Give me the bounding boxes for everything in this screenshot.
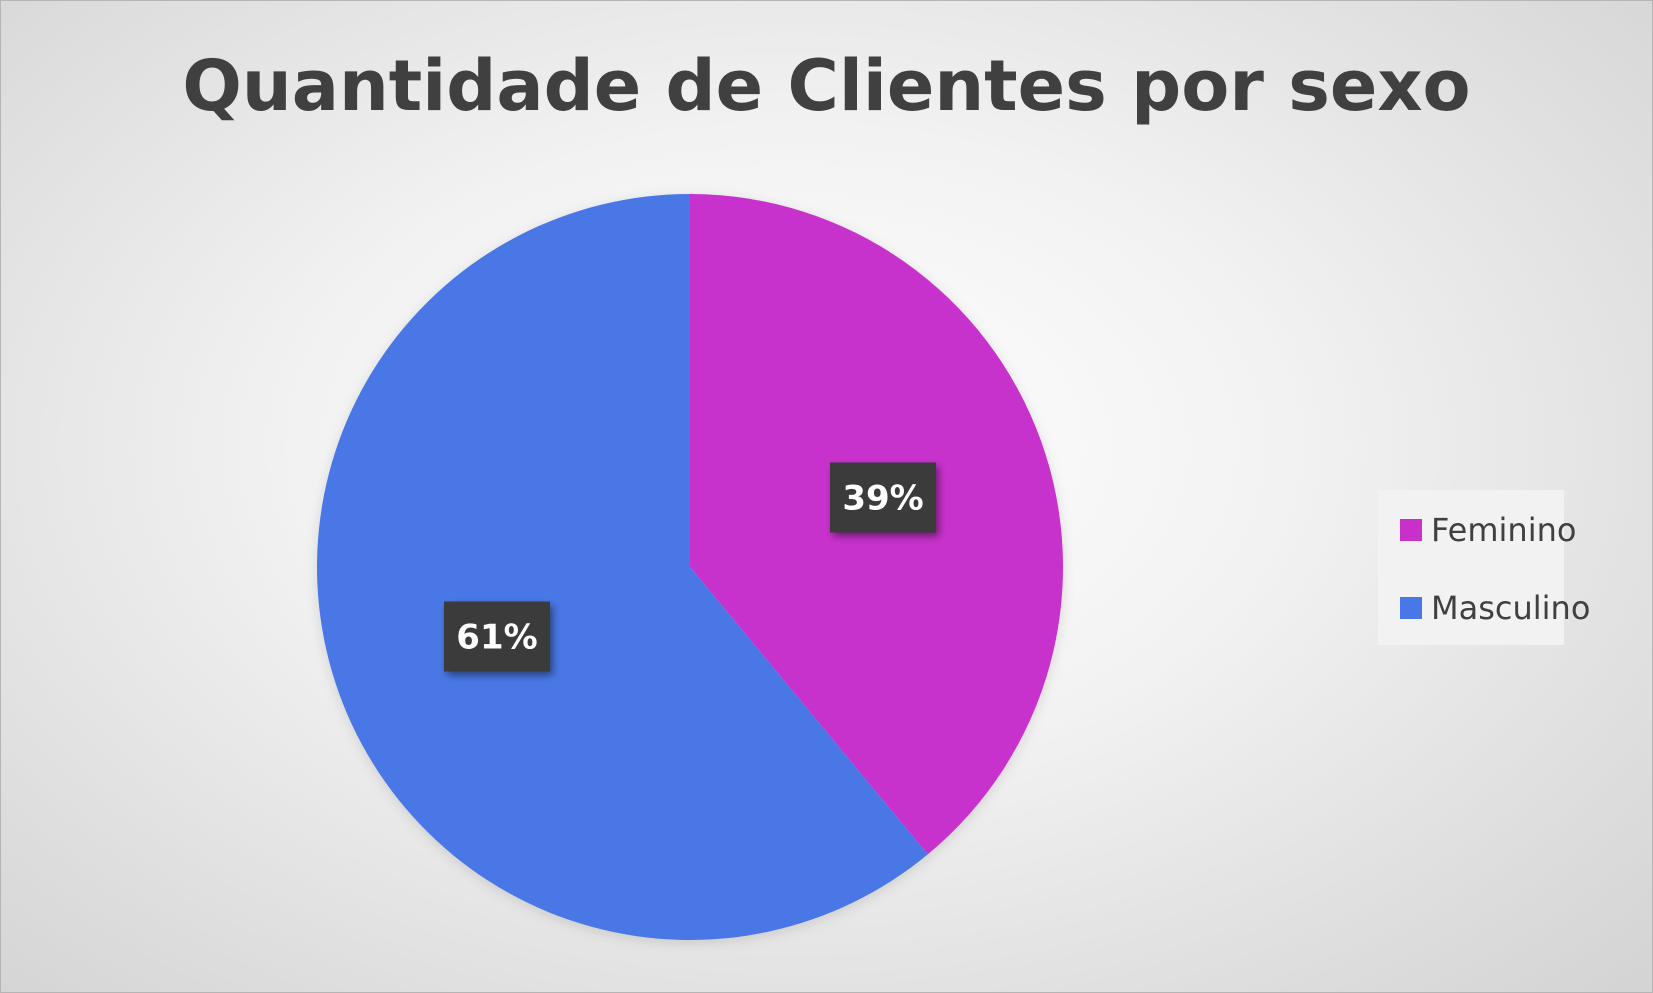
data-label-text: 61% bbox=[456, 617, 537, 657]
data-label-box bbox=[443, 601, 550, 672]
legend-label-masculino: Masculino bbox=[1431, 589, 1591, 627]
data-label-text: 39% bbox=[842, 479, 923, 519]
legend-swatch-feminino bbox=[1400, 519, 1422, 541]
legend-item-feminino: Feminino bbox=[1400, 510, 1576, 550]
chart-title: Quantidade de Clientes por sexo bbox=[182, 45, 1471, 127]
legend-swatch-masculino bbox=[1400, 597, 1422, 619]
pie-slices bbox=[317, 194, 1063, 940]
pie-data-labels: 39% 61% bbox=[443, 462, 937, 672]
data-label-masculino: 61% bbox=[443, 601, 550, 672]
pie-slice-masculino bbox=[317, 194, 928, 940]
legend: Feminino Masculino bbox=[1378, 490, 1590, 645]
legend-item-masculino: Masculino bbox=[1400, 588, 1590, 628]
legend-label-feminino: Feminino bbox=[1431, 511, 1577, 549]
data-label-box bbox=[830, 462, 937, 533]
data-label-feminino: 39% bbox=[830, 462, 937, 533]
